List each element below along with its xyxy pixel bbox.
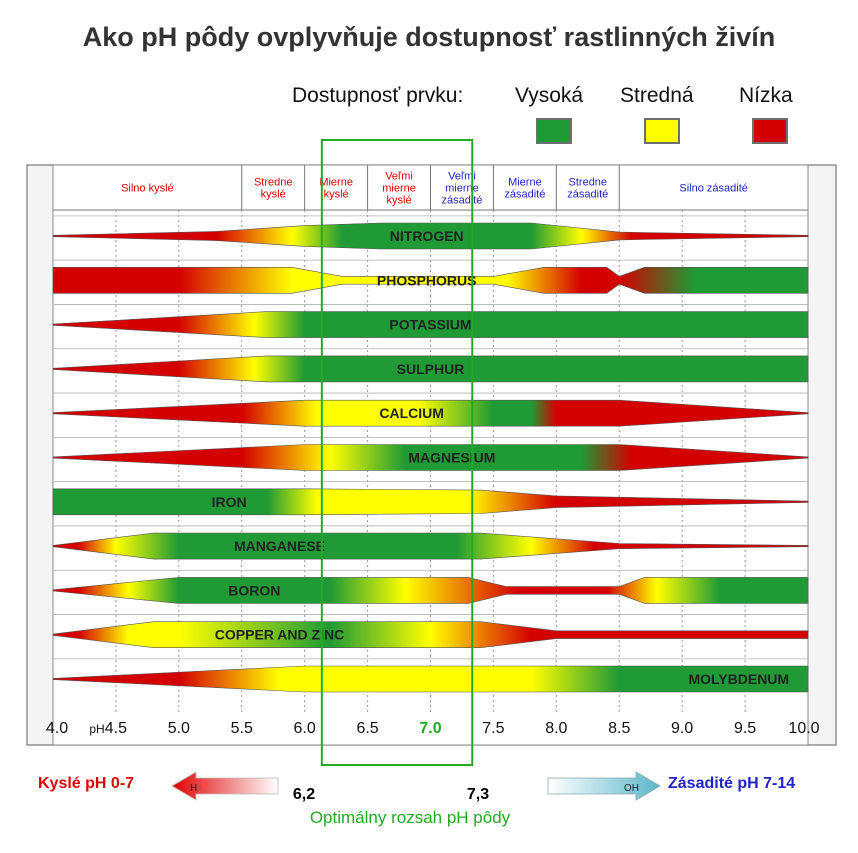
nutrient-label: MANGANESE [234,538,325,554]
zone-label: mierne [382,183,416,195]
tick-label: 5.5 [231,720,253,737]
zone-label: Veľmi [448,171,476,183]
alkaline-label: Zásadité pH 7-14 [668,775,796,792]
nutrient-label: MOLYBDENUM [688,671,789,687]
nutrient-label: NITROGEN [390,228,464,244]
nutrient-band-boron [52,577,809,604]
zone-label: Stredne [254,177,293,189]
zone-label: kyslé [261,189,286,201]
nutrient-band-iron [52,488,809,516]
zone-label: Mierne [508,177,542,189]
nutrient-label: POTASSIUM [389,317,471,333]
zone-label: mierne [445,183,479,195]
nutrient-band-magnesium [52,444,809,471]
zone-label: Silno kyslé [121,183,174,195]
optimal-range-label: Optimálny rozsah pH pôdy [309,808,511,827]
tick-label: 5.0 [168,720,190,737]
zone-label: zásadité [504,189,545,201]
legend-swatch-low [752,118,788,144]
acid-arrow [171,771,279,801]
tick-label: 10.0 [788,720,819,737]
zone-label: kyslé [324,189,349,201]
legend-label-high: Vysoká [515,84,584,107]
acid-ion-label: H [190,783,197,794]
optimal-range-box [320,139,474,766]
nutrient-label: SULPHUR [397,361,465,377]
alkaline-ion-label: OH [624,783,639,794]
zone-label: Veľmi [385,171,413,183]
alkaline-arrow [547,771,661,801]
tick-label: 9.0 [671,720,693,737]
optimal-to-label: 7,3 [466,786,490,803]
legend-title: Dostupnosť prvku: [292,84,464,107]
tick-label: 6.5 [356,720,378,737]
zone-label: kyslé [387,195,412,207]
tick-label: 4.0 [46,720,68,737]
acid-label: Kyslé pH 0-7 [38,775,135,792]
legend-label-low: Nízka [739,84,793,107]
optimal-from-label: 6,2 [292,786,316,803]
zone-label: Silno zásadité [679,183,748,195]
tick-label: pH [89,722,104,736]
nutrient-band-copper-and-zinc [52,621,809,649]
zone-label: Stredne [569,177,608,189]
nutrient-band-manganese [52,532,809,560]
tick-label: 9.5 [734,720,756,737]
nutrient-label: COPPER AND ZINC [215,627,344,643]
nutrient-label: IRON [212,494,247,510]
zone-label: Mierne [319,177,353,189]
nutrient-band-sulphur [52,355,809,383]
nutrient-label: PHOSPHORUS [377,272,477,288]
acid-ion-dot [202,781,208,787]
zone-label: zásadité [567,189,608,201]
tick-label: 8.5 [608,720,630,737]
chart-title: Ako pH pôdy ovplyvňuje dostupnosť rastli… [82,22,776,52]
tick-label: 4.5 [105,720,127,737]
tick-label: 8.0 [545,720,567,737]
nutrient-label: MAGNESIUM [408,450,495,466]
tick-label: 6.0 [294,720,316,737]
nutrient-label: CALCIUM [379,405,444,421]
legend-swatch-high [536,118,572,144]
nutrient-band-calcium [52,399,809,427]
nutrient-band-molybdenum [52,665,809,693]
tick-label: 7.5 [482,720,504,737]
legend-label-medium: Stredná [620,84,694,107]
nutrient-band-phosphorus [52,266,809,294]
legend-swatch-medium [644,118,680,144]
nutrient-label: BORON [228,582,280,598]
tick-label-neutral: 7.0 [419,720,441,737]
nutrient-band-potassium [52,311,809,338]
nutrient-band-nitrogen [52,222,809,250]
zone-label: zásadité [441,195,482,207]
